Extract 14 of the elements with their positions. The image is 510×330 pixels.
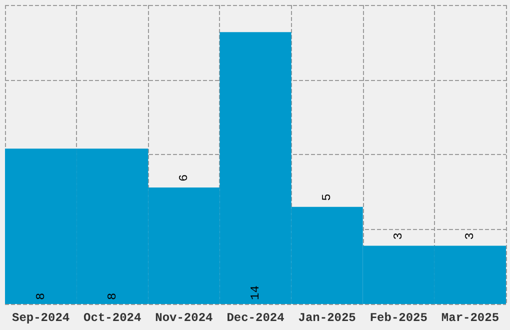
data-label: 3	[392, 232, 406, 240]
data-label: 3	[463, 232, 478, 240]
x-tick-label: Oct-2024	[84, 311, 142, 325]
x-tick-label: Feb-2025	[370, 311, 428, 325]
data-label: 6	[176, 174, 191, 182]
x-tick-label: Jan-2025	[298, 311, 356, 325]
x-tick-label: Mar-2025	[441, 311, 500, 325]
data-label: 5	[320, 194, 334, 201]
data-label: 8	[105, 292, 120, 300]
x-tick-label: Nov-2024	[155, 311, 213, 325]
data-label: 14	[248, 286, 262, 300]
x-tick-label: Dec-2024	[226, 311, 284, 325]
data-label: 8	[34, 292, 48, 300]
x-tick-label: Sep-2024	[12, 311, 70, 325]
